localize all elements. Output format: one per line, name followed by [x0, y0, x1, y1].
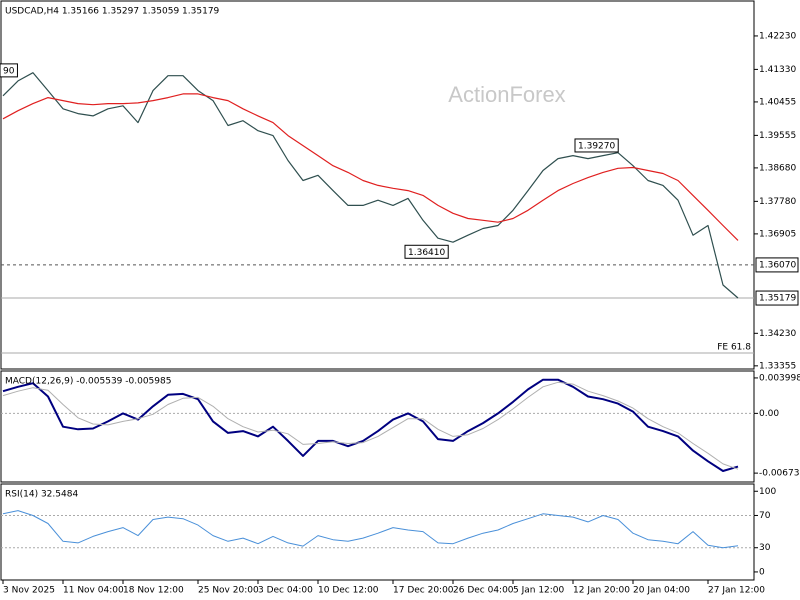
annotation-label: 1.36410 — [408, 248, 445, 258]
y-tick-label: 30 — [759, 543, 771, 553]
series-line — [2, 510, 739, 549]
y-tick-label: 70 — [759, 511, 771, 521]
panel-frame — [0, 483, 755, 581]
y-tick-label: 1.39555 — [759, 131, 796, 141]
x-tick-label: 25 Nov 20:00 — [198, 586, 259, 596]
level-label-box — [755, 257, 799, 273]
y-tick-label: 100 — [759, 487, 776, 497]
x-tick-label: 11 Nov 04:00 — [63, 586, 124, 596]
y-tick-label: 0.003998 — [759, 373, 800, 383]
y-tick-label: 0.00 — [759, 409, 779, 419]
y-tick-label: 1.33355 — [759, 361, 796, 371]
series-line — [2, 381, 739, 470]
y-tick-label: 1.34230 — [759, 329, 796, 339]
x-tick-label: 10 Dec 12:00 — [318, 586, 379, 596]
x-tick-label: 17 Dec 20:00 — [393, 586, 454, 596]
level-label: 1.36070 — [759, 260, 796, 270]
y-tick-label: 1.38680 — [759, 163, 796, 173]
y-tick-label: 1.37780 — [759, 197, 796, 207]
y-tick-label: 0 — [759, 567, 765, 577]
panel-frame — [0, 370, 755, 483]
panel-title: MACD(12,26,9) -0.005539 -0.005985 — [5, 377, 171, 387]
panel-title: USDCAD,H4 1.35166 1.35297 1.35059 1.3517… — [5, 7, 220, 17]
level-label: FE 61.8 — [717, 343, 751, 353]
y-tick-label: 1.36905 — [759, 229, 796, 239]
x-tick-label: 3 Dec 04:00 — [258, 586, 313, 596]
y-tick-label: -0.006738 — [759, 469, 800, 479]
watermark: ActionForex — [448, 82, 565, 107]
x-tick-label: 5 Jan 12:00 — [513, 586, 565, 596]
panel-frame — [0, 0, 755, 370]
series-line — [2, 378, 739, 472]
annotation-box — [574, 138, 619, 153]
annotation-box — [404, 244, 449, 259]
y-tick-label: 1.40455 — [759, 97, 796, 107]
x-tick-label: 3 Nov 2025 — [3, 586, 55, 596]
series-line — [2, 93, 739, 241]
x-tick-label: 26 Dec 04:00 — [453, 586, 514, 596]
annotation-label: 1.39270 — [578, 141, 615, 151]
annotation-label: 90 — [3, 66, 15, 76]
level-label-box — [755, 290, 799, 306]
series-line — [2, 72, 739, 299]
x-tick-label: 12 Jan 20:00 — [573, 586, 630, 596]
annotation-box — [0, 63, 18, 78]
y-tick-label: 1.42230 — [759, 31, 796, 41]
panel-title: RSI(14) 32.5484 — [5, 490, 78, 500]
level-label: 1.35179 — [759, 294, 796, 304]
x-tick-label: 20 Jan 04:00 — [633, 586, 690, 596]
x-tick-label: 18 Nov 12:00 — [123, 586, 184, 596]
y-tick-label: 1.41330 — [759, 65, 796, 75]
x-tick-label: 27 Jan 12:00 — [708, 586, 765, 596]
